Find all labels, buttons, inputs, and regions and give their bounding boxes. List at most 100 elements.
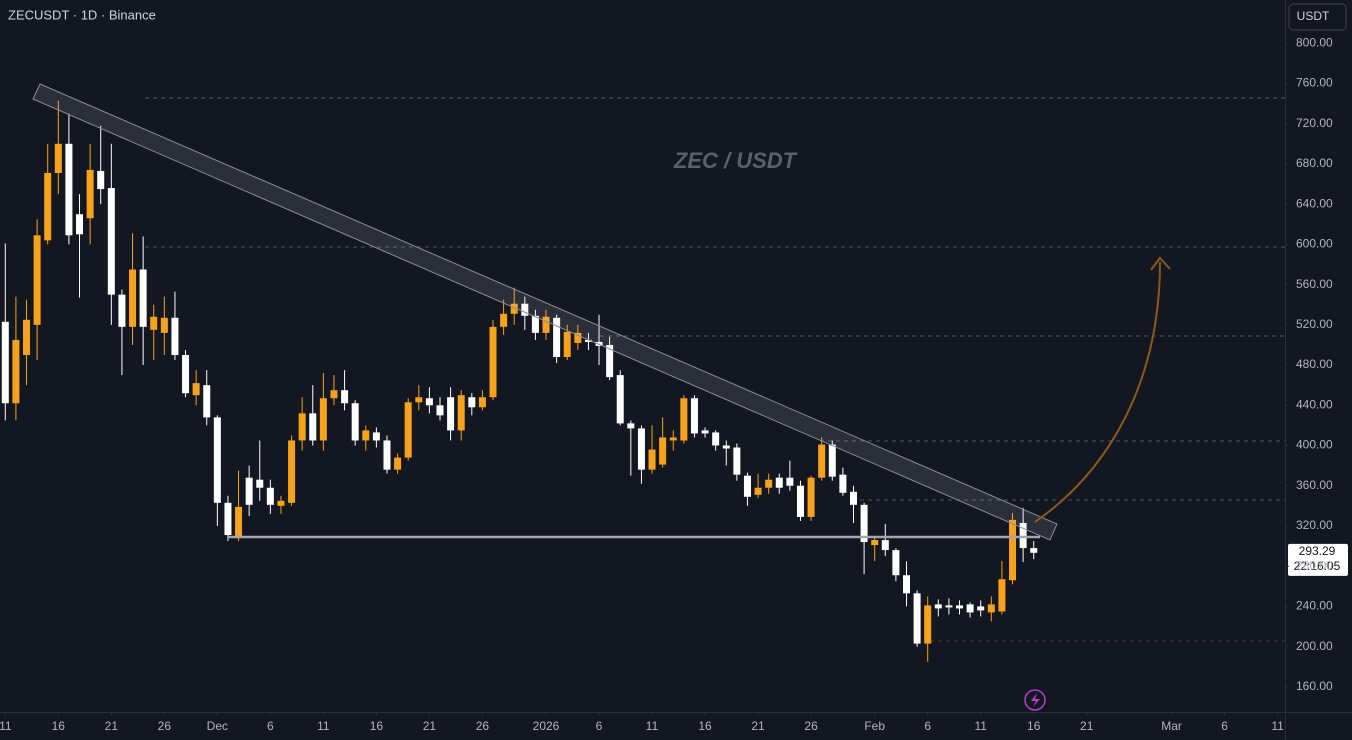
candle-body xyxy=(362,430,370,441)
candle-body xyxy=(796,485,804,517)
candle-body xyxy=(457,395,465,431)
candle-body xyxy=(743,475,751,497)
candle-body xyxy=(415,397,423,403)
candle-body xyxy=(606,344,614,378)
candle-body xyxy=(786,477,794,486)
candle-body xyxy=(118,294,126,327)
x-tick-label: 21 xyxy=(105,719,119,733)
x-tick-label: 21 xyxy=(751,719,765,733)
x-tick-label: 6 xyxy=(267,719,274,733)
chart-title: ZECUSDT · 1D · Binance xyxy=(8,7,156,22)
candle-body xyxy=(807,477,815,517)
candle-body xyxy=(563,331,571,358)
x-tick-label: 6 xyxy=(596,719,603,733)
candle-body xyxy=(298,413,306,441)
candle-body xyxy=(447,397,455,431)
y-tick-label: 640.00 xyxy=(1296,196,1333,210)
candle-body xyxy=(828,444,836,477)
x-tick-label: 26 xyxy=(476,719,490,733)
projection-arrow xyxy=(1034,261,1161,523)
candle-body xyxy=(680,398,688,441)
dashed-levels xyxy=(145,97,1285,642)
currency-label: USDT xyxy=(1297,9,1330,23)
candle-body xyxy=(1019,522,1027,549)
candle-body xyxy=(44,172,52,241)
candles xyxy=(1,100,1038,662)
x-tick-label: 11 xyxy=(317,719,330,733)
candle-body xyxy=(860,504,868,543)
y-tick-label: 400.00 xyxy=(1296,438,1333,452)
candle-body xyxy=(277,500,285,506)
candle-body xyxy=(733,447,741,475)
event-icon[interactable] xyxy=(1024,689,1046,711)
candle-body xyxy=(913,593,921,644)
candle-body xyxy=(584,339,592,342)
candle-body xyxy=(574,332,582,343)
candle-body xyxy=(309,413,317,441)
candle-body xyxy=(902,575,910,594)
last-price: 293.29 xyxy=(1299,544,1336,558)
candle-body xyxy=(690,398,698,434)
candle-body xyxy=(394,457,402,470)
candle-body xyxy=(998,579,1006,612)
candle-body xyxy=(701,430,709,434)
x-tick-label: 6 xyxy=(1221,719,1228,733)
x-tick-label: 2026 xyxy=(533,719,560,733)
y-tick-label: 480.00 xyxy=(1296,357,1333,371)
candle-body xyxy=(775,477,783,488)
candle-body xyxy=(235,506,243,538)
candle-body xyxy=(256,479,264,488)
candle-body xyxy=(659,437,667,465)
candle-body xyxy=(23,319,31,355)
candle-body xyxy=(818,444,826,478)
candle-body xyxy=(65,143,73,236)
candle-body xyxy=(129,269,137,327)
y-tick-label: 440.00 xyxy=(1296,397,1333,411)
candle-body xyxy=(351,403,359,441)
candle-body xyxy=(97,170,105,190)
candle-body xyxy=(839,474,847,493)
candle-body xyxy=(1,321,9,404)
y-tick-label: 800.00 xyxy=(1296,35,1333,49)
y-tick-label: 280.00 xyxy=(1296,558,1333,572)
candle-body xyxy=(945,605,953,608)
candle-body xyxy=(892,550,900,576)
candle-body xyxy=(436,405,444,416)
candle-body xyxy=(616,375,624,424)
x-tick-label: 11 xyxy=(1271,719,1284,733)
candle-body xyxy=(553,317,561,358)
candle-body xyxy=(160,317,168,333)
candle-body xyxy=(86,169,94,219)
candle-body xyxy=(245,477,253,505)
candle-body xyxy=(139,269,147,327)
candle-body xyxy=(542,316,550,333)
candle-body xyxy=(722,445,730,449)
candle-body xyxy=(319,398,327,441)
candle-body xyxy=(107,188,115,295)
candle-body xyxy=(182,354,190,394)
candle-body xyxy=(881,540,889,551)
y-tick-label: 760.00 xyxy=(1296,76,1333,90)
candle-body xyxy=(489,326,497,398)
candle-body xyxy=(1009,519,1017,581)
currency-button[interactable] xyxy=(1288,3,1347,31)
candle-body xyxy=(934,604,942,609)
candle-body xyxy=(425,398,433,406)
y-tick-label: 600.00 xyxy=(1296,237,1333,251)
y-tick-label: 160.00 xyxy=(1296,679,1333,693)
candle-body xyxy=(648,449,656,470)
candle-body xyxy=(669,437,677,441)
candle-body xyxy=(330,390,338,399)
x-tick-label: 21 xyxy=(1080,719,1094,733)
x-tick-label: 6 xyxy=(924,719,931,733)
x-tick-label: 11 xyxy=(646,719,659,733)
price-tag xyxy=(1288,543,1348,576)
candle-body xyxy=(171,317,179,355)
x-tick-label: Feb xyxy=(864,719,885,733)
candle-body xyxy=(510,303,518,314)
y-tick-label: 680.00 xyxy=(1296,156,1333,170)
candle-body xyxy=(383,440,391,470)
y-tick-label: 320.00 xyxy=(1296,518,1333,532)
